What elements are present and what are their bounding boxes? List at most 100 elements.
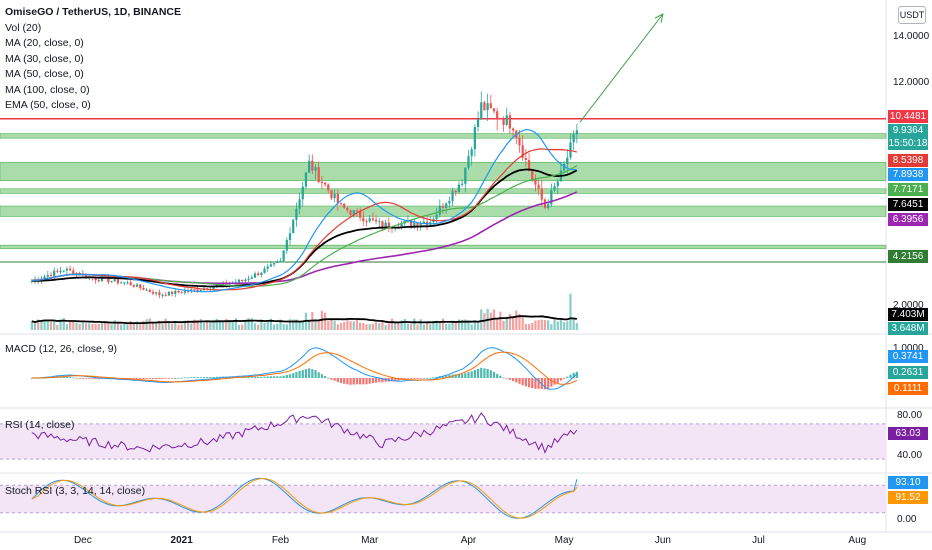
volume-bar (317, 319, 320, 330)
macd-histogram-bar (97, 378, 100, 380)
macd-histogram-bar (346, 378, 349, 385)
volume-bar (164, 318, 167, 330)
volume-bar (221, 322, 225, 330)
volume-bar (186, 320, 190, 330)
macd-histogram-bar (253, 376, 257, 378)
volume-bar (521, 317, 524, 330)
candle-body (145, 289, 148, 291)
macd-histogram-bar (91, 378, 94, 379)
candle-body (110, 281, 113, 283)
rsi-pane-label[interactable]: RSI (14, close) (5, 419, 75, 431)
volume-bar (298, 321, 301, 330)
volume-bar (422, 324, 425, 330)
candle-body (572, 134, 575, 143)
macd-histogram-bar (276, 376, 279, 378)
candle-body (368, 218, 371, 222)
macd-histogram-bar (432, 377, 435, 379)
macd-histogram-bar (180, 377, 183, 379)
volume-bar (46, 319, 49, 330)
candle-body (100, 277, 104, 282)
volume-bar (225, 318, 228, 330)
ma20-line (31, 128, 577, 293)
volume-bar (272, 324, 276, 330)
macd-histogram-bar (559, 378, 563, 381)
candle-body (445, 203, 448, 208)
volume-bar (129, 320, 132, 330)
macd-histogram-bar (174, 377, 177, 379)
volume-bar (406, 323, 410, 330)
candle-body (94, 277, 97, 281)
macd-pane-label[interactable]: MACD (12, 26, close, 9) (5, 343, 118, 355)
macd-histogram-bar (397, 378, 400, 381)
volume-bar (419, 319, 422, 330)
volume-bar (531, 323, 534, 330)
macd-histogram-bar (429, 377, 432, 379)
candle-body (135, 284, 139, 287)
candle-body (371, 218, 375, 220)
volume-bar (183, 320, 186, 330)
macd-histogram-bar (247, 377, 250, 378)
candle-body (190, 289, 193, 292)
macd-histogram-bar (148, 378, 151, 380)
candle-body (132, 285, 135, 287)
volume-bar (123, 323, 126, 330)
candle-body (339, 203, 343, 205)
macd-histogram-bar (215, 376, 218, 378)
currency-button[interactable]: USDT (898, 6, 926, 24)
macd-histogram-bar (470, 371, 473, 378)
candle-body (550, 190, 553, 205)
volume-bar (135, 321, 139, 330)
macd-histogram-bar (327, 377, 330, 379)
macd-histogram-bar (406, 378, 410, 379)
candle-body (438, 205, 441, 215)
candle-body (470, 149, 473, 157)
macd-histogram-bar (445, 375, 448, 378)
macd-histogram-bar (410, 378, 413, 379)
support-resistance-zone (0, 162, 887, 182)
vol-tag: 3.648M (888, 322, 928, 335)
macd-histogram-bar (142, 378, 145, 379)
macd-histogram-bar (129, 378, 132, 379)
indicator-ema50[interactable]: EMA (50, close, 0) (5, 99, 91, 111)
candle-body (378, 221, 381, 223)
indicator-ma20[interactable]: MA (20, close, 0) (5, 37, 84, 49)
volume-bar (397, 322, 400, 330)
chart-title[interactable]: OmiseGO / TetherUS, 1D, BINANCE (5, 6, 182, 18)
macd-histogram-bar (59, 376, 62, 378)
candle-body (569, 142, 572, 158)
volume-bar (480, 309, 483, 330)
volume-bar (295, 319, 298, 330)
indicator-ma30[interactable]: MA (30, close, 0) (5, 52, 84, 65)
volume-bar (196, 320, 199, 330)
volume-bar (547, 320, 550, 330)
candle-body (499, 118, 502, 120)
candle-body (505, 115, 508, 125)
candle-body (473, 127, 476, 150)
indicator-ma50[interactable]: MA (50, close, 0) (5, 68, 84, 80)
volume-bar (126, 324, 129, 330)
macd-histogram-bar (502, 377, 505, 379)
volume-bar (288, 319, 292, 330)
indicator-vol[interactable]: Vol (20) (5, 21, 42, 34)
macd-histogram-bar (62, 376, 65, 378)
indicator-ma100[interactable]: MA (100, close, 0) (5, 83, 90, 96)
macd-histogram-bar (288, 374, 292, 378)
candle-body (174, 290, 177, 294)
volume-bar (250, 318, 253, 330)
macd-histogram-bar (547, 378, 550, 389)
macd-histogram-bar (521, 378, 524, 386)
macd-histogram-bar (292, 373, 295, 378)
macd-histogram-bar (543, 378, 547, 390)
time-axis-label: May (555, 535, 574, 546)
candle-body (384, 222, 387, 228)
candle-body (511, 128, 515, 131)
stoch-pane-label[interactable]: Stoch RSI (3, 3, 14, 14, close) (5, 485, 146, 497)
ma100-line (31, 191, 578, 285)
macd-histogram-bar (390, 378, 394, 382)
macd-histogram-bar (314, 370, 317, 378)
volume-bar (151, 322, 155, 330)
candle-body (288, 233, 292, 241)
candle-body (410, 220, 413, 226)
candle-body (180, 292, 183, 294)
